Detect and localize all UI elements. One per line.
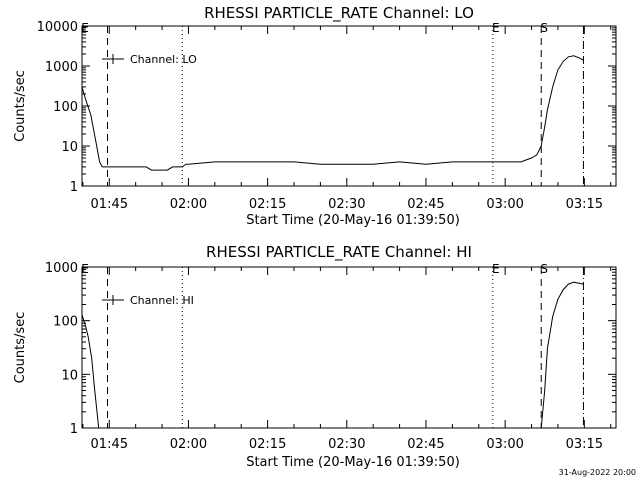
y-tick-label: 1 [70, 180, 78, 195]
y-tick-label: 10 [61, 368, 78, 383]
chart-panel-2: RHESSI PARTICLE_RATE Channel: HI Start Ti… [13, 243, 617, 470]
legend-label: Channel: LO [130, 53, 197, 66]
event-marker-label: E [492, 262, 500, 276]
x-tick-label: 03:00 [486, 197, 523, 212]
event-marker-label: S [540, 262, 548, 276]
legend-label: Channel: HI [130, 294, 194, 307]
generation-timestamp: 31-Aug-2022 20:00 [559, 468, 636, 477]
series-line [81, 55, 584, 171]
y-axis-label: Counts/sec [13, 312, 28, 384]
y-tick-label: 1 [70, 422, 78, 437]
x-tick-label: 03:15 [566, 197, 603, 212]
y-tick-label: 10 [61, 140, 78, 155]
x-tick-label: 01:45 [91, 437, 128, 452]
y-tick-label: 100 [53, 100, 78, 115]
event-marker-label: S [540, 21, 548, 35]
x-tick-label: 02:30 [328, 197, 365, 212]
x-tick-label: 02:45 [407, 437, 444, 452]
x-tick-label: 03:15 [566, 437, 603, 452]
x-tick-label: 01:45 [91, 197, 128, 212]
plot-frame [81, 266, 617, 429]
chart-title: RHESSI PARTICLE_RATE Channel: HI [206, 243, 472, 262]
series-line [81, 281, 584, 429]
x-tick-label: 03:00 [486, 437, 523, 452]
y-tick-label: 1000 [45, 261, 78, 276]
y-axis-label: Counts/sec [13, 70, 28, 142]
x-tick-label: 02:15 [249, 197, 286, 212]
x-axis-label: Start Time (20-May-16 01:39:50) [246, 213, 460, 228]
event-marker-label: E [81, 21, 89, 35]
event-marker-label: E [492, 21, 500, 35]
y-tick-label: 1000 [45, 60, 78, 75]
event-marker-label: E [81, 262, 89, 276]
x-tick-label: 02:15 [249, 437, 286, 452]
chart-title: RHESSI PARTICLE_RATE Channel: LO [204, 4, 474, 23]
y-tick-label: 10000 [37, 20, 78, 35]
x-axis-label: Start Time (20-May-16 01:39:50) [246, 455, 460, 470]
x-tick-label: 02:00 [170, 197, 207, 212]
x-tick-label: 02:30 [328, 437, 365, 452]
y-tick-label: 100 [53, 315, 78, 330]
x-tick-label: 02:45 [407, 197, 444, 212]
x-tick-label: 02:00 [170, 437, 207, 452]
plot-frame [81, 25, 617, 187]
chart-panel-1: RHESSI PARTICLE_RATE Channel: LO Start Ti… [13, 4, 617, 228]
